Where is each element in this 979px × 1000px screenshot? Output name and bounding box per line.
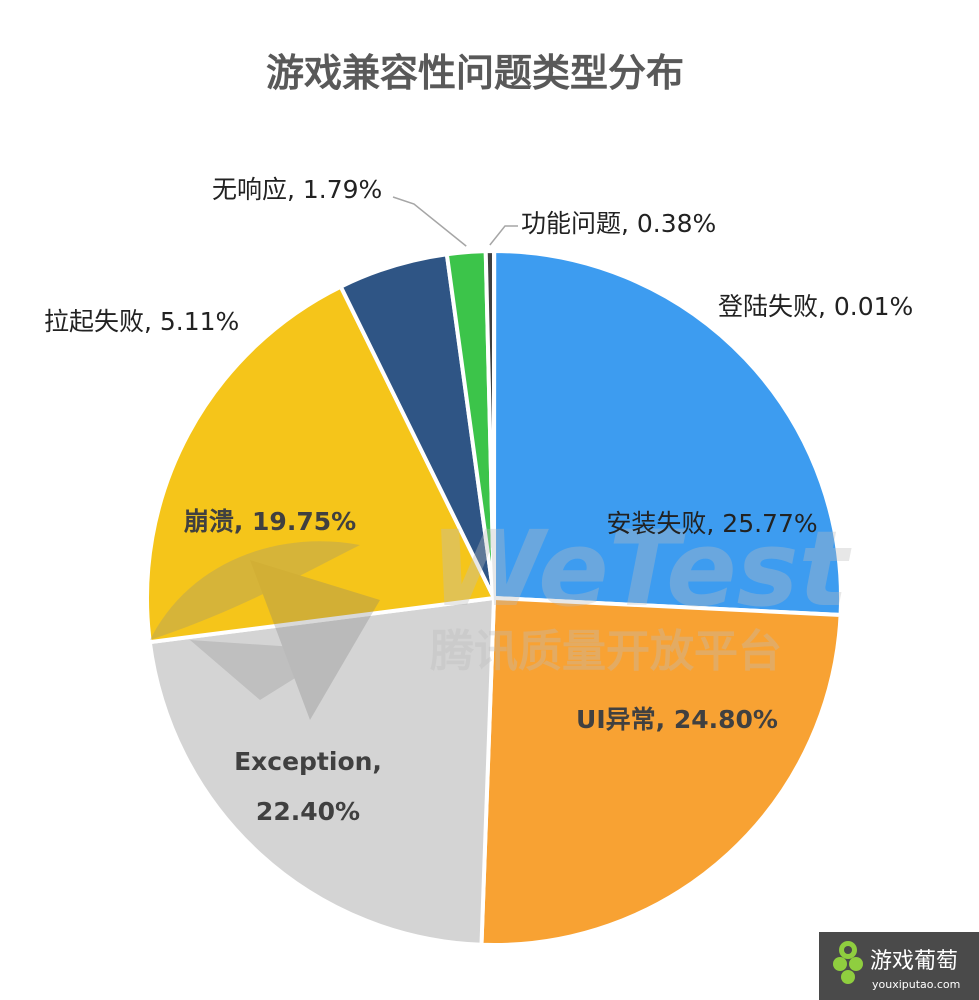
brand-logo-name: 游戏葡萄 [870,949,958,974]
data-label-install-failure: 安装失败, 25.77% [606,509,817,538]
pie-slice-crash [145,283,498,645]
data-label-crash: 崩溃, 19.75% [184,507,356,536]
data-label-login-failure: 登陆失败, 0.01% [718,292,913,321]
pie-labels: 安装失败, 25.77% UI异常, 24.80% Exception, 22.40%… [44,175,913,826]
pie-slice-ui-anomaly [479,595,843,947]
watermark-line2: 腾讯质量开放平台 [430,626,782,677]
data-label-exception-name: Exception, [234,747,382,776]
data-label-no-response: 无响应, 1.79% [212,175,382,204]
data-label-exception-value: 22.40% [256,797,360,826]
pie-slices [145,248,843,947]
pie-slice-install-failure [491,248,843,618]
data-label-launch-failure: 拉起失败, 5.11% [44,307,239,336]
watermark-logo-icon [150,541,380,720]
pie-slice-exception [147,595,497,947]
leader-line-function-issue [489,225,518,246]
data-label-ui-anomaly: UI异常, 24.80% [576,705,778,734]
chart-title: 游戏兼容性问题类型分布 [266,51,684,95]
brand-logo-url: youxiputao.com [872,978,960,991]
watermark: WeTest 腾讯质量开放平台 [150,508,852,720]
brand-logo: 游戏葡萄 youxiputao.com [819,932,979,1000]
grape-icon [833,941,863,984]
pie-slice-function-issue [483,248,496,599]
leader-line-no-response [392,196,467,247]
data-label-function-issue: 功能问题, 0.38% [521,209,716,238]
watermark-line1: WeTest [430,508,852,630]
